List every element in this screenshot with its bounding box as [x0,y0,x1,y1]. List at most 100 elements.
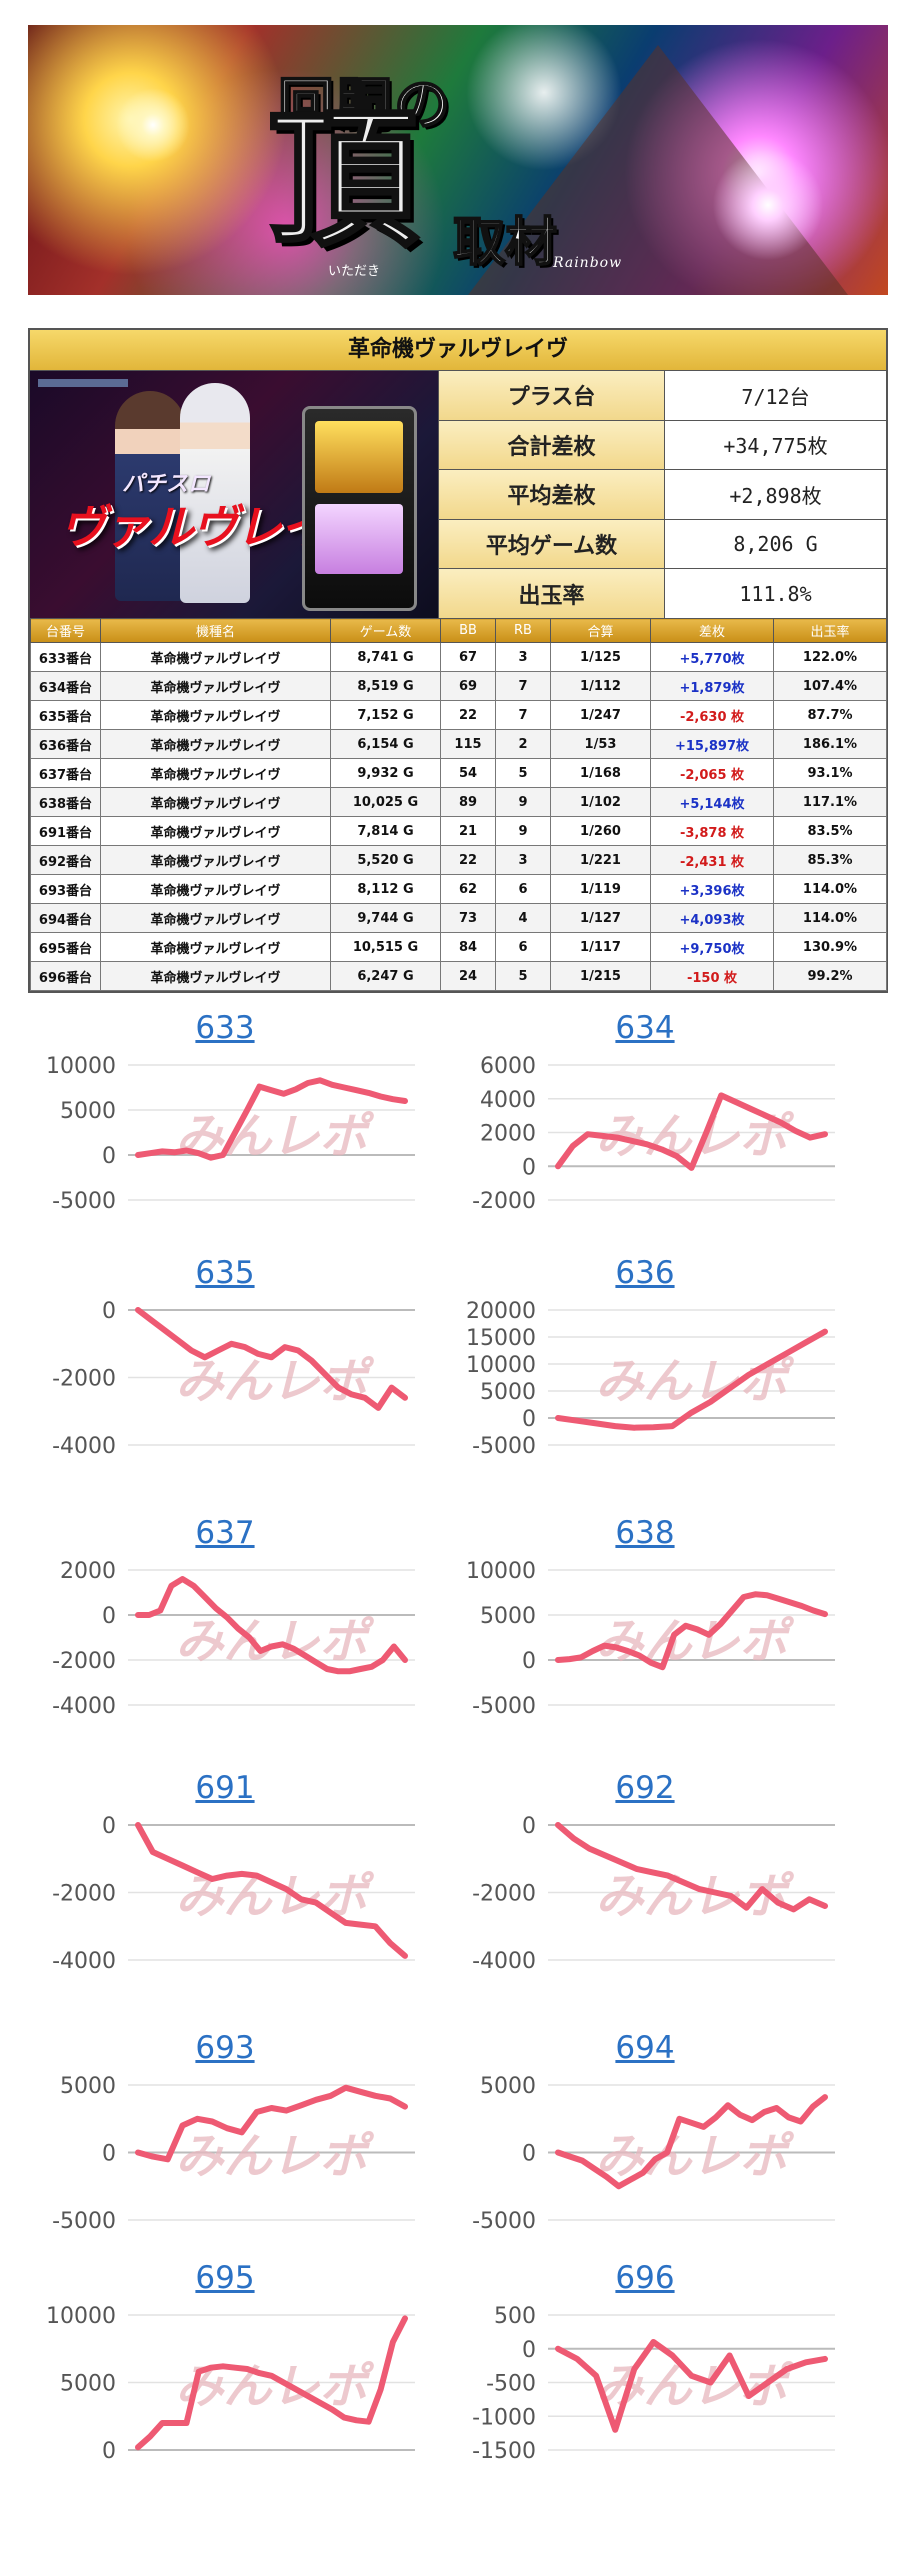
table-cell-rb: 5 [495,961,551,991]
series-line [135,1576,408,1675]
table-cell-diff: -2,431 枚 [650,845,774,875]
stat-label: 出玉率 [439,569,665,618]
table-cell-rate: 117.1% [773,787,887,817]
y-tick-label: -4000 [52,1949,116,1974]
table-cell-bb: 22 [440,700,496,730]
y-tick-label: -1500 [472,2439,536,2464]
table-cell-rate: 99.2% [773,961,887,991]
y-tick-label: 5000 [480,1380,536,1405]
series-line [555,2339,828,2433]
table-cell-name: 革命機ヴァルヴレイヴ [100,961,331,991]
banner-title-line1: 回胴の [277,71,452,139]
table-cell-total: 1/221 [550,845,651,875]
table-cell-diff: +3,396枚 [650,874,774,904]
chart-title-link[interactable]: 695 [195,2260,255,2296]
y-tick-label: 2000 [60,1559,116,1584]
chart-title-link[interactable]: 633 [195,1010,255,1046]
chart-title-link[interactable]: 696 [615,2260,675,2296]
y-tick-label: 6000 [480,1054,536,1079]
chart-machine: 638 10000 5000 0 -5000 みんレポ [440,1515,850,1765]
y-tick-label: 10000 [46,1054,116,1079]
y-tick-label: 5000 [60,2074,116,2099]
table-cell-total: 1/247 [550,700,651,730]
sparkle-icon [113,85,193,165]
y-tick-label: -500 [486,2372,536,2397]
table-cell-rate: 186.1% [773,729,887,759]
y-tick-label: -5000 [472,1694,536,1719]
y-tick-label: 0 [102,2439,116,2464]
table-cell-rb: 9 [495,787,551,817]
table-cell-diff: +4,093枚 [650,903,774,933]
series-line [555,1822,828,1913]
y-tick-label: 0 [522,1649,536,1674]
table-cell-bb: 69 [440,671,496,701]
y-tick-label: 15000 [466,1326,536,1351]
table-cell-games: 10,515 G [330,932,441,962]
table-cell-no: 636番台 [30,729,101,759]
table-cell-games: 9,932 G [330,758,441,788]
header-banner: 回胴の 頂 取材 いただき Rainbow [28,25,888,295]
table-cell-name: 革命機ヴァルヴレイヴ [100,903,331,933]
watermark-text: みんレポ [595,1354,794,1410]
table-row: 693番台 革命機ヴァルヴレイヴ 8,112 G 62 6 1/119 +3,396枚 114… [30,874,887,904]
y-tick-label: -4000 [52,1434,116,1459]
y-tick-label: -2000 [52,1882,116,1907]
y-tick-label: 5000 [60,1099,116,1124]
table-row: 638番台 革命機ヴァルヴレイヴ 10,025 G 89 9 1/102 +5,144枚 11… [30,787,887,817]
watermark-text: みんレポ [595,1614,794,1670]
y-tick-label: 10000 [46,2304,116,2329]
chart-title-link[interactable]: 637 [195,1515,255,1551]
machine-data-table: 台番号 機種名 ゲーム数 BB RB 合算 差枚 出玉率 633番台 革命機ヴァル… [30,618,887,991]
banner-rainbow: Rainbow [553,255,623,271]
watermark-text: みんレポ [175,1354,374,1410]
chart-title-link[interactable]: 638 [615,1515,675,1551]
table-cell-bb: 22 [440,845,496,875]
cabinet-screen-top [315,421,403,493]
table-cell-no: 693番台 [30,874,101,904]
chart-title-link[interactable]: 691 [195,1770,255,1806]
chart-title-link[interactable]: 634 [615,1010,675,1046]
y-tick-label: 4000 [480,1088,536,1113]
table-cell-rate: 122.0% [773,642,887,672]
table-cell-name: 革命機ヴァルヴレイヴ [100,816,331,846]
chart-title-link[interactable]: 694 [615,2030,675,2066]
series-line [135,2084,408,2163]
series-line [555,1092,828,1171]
series-line [135,1822,408,1959]
chart-title-link[interactable]: 636 [615,1255,675,1291]
line-chart: 5000 0 -5000 みんレポ [472,2074,835,2234]
table-cell-rb: 4 [495,903,551,933]
chart-title-link[interactable]: 693 [195,2030,255,2066]
line-chart: 0 -2000 -4000 みんレポ [52,1299,415,1459]
slot-cabinet-image [302,406,417,611]
y-tick-label: 0 [522,2142,536,2167]
table-cell-rate: 114.0% [773,874,887,904]
table-cell-bb: 62 [440,874,496,904]
chart-title-link[interactable]: 635 [195,1255,255,1291]
chart-title-link[interactable]: 692 [615,1770,675,1806]
column-header: 合算 [550,618,651,643]
y-tick-label: -2000 [52,1367,116,1392]
table-cell-games: 6,247 G [330,961,441,991]
column-header: BB [440,618,496,643]
y-tick-label: 0 [102,1814,116,1839]
table-row: 692番台 革命機ヴァルヴレイヴ 5,520 G 22 3 1/221 -2,431 枚 85… [30,845,887,875]
table-row: 694番台 革命機ヴァルヴレイヴ 9,744 G 73 4 1/127 +4,093枚 114… [30,903,887,933]
table-cell-no: 691番台 [30,816,101,846]
table-cell-bb: 24 [440,961,496,991]
series-line [135,2315,408,2451]
y-tick-label: -4000 [472,1949,536,1974]
column-header: 機種名 [100,618,331,643]
stat-value: +2,898枚 [729,483,822,508]
table-cell-games: 8,112 G [330,874,441,904]
stat-label: プラス台 [439,371,665,420]
chart-machine: 694 5000 0 -5000 みんレポ [440,2030,850,2280]
table-cell-diff: -150 枚 [650,961,774,991]
y-tick-label: 5000 [480,1604,536,1629]
chart-machine: 637 2000 0 -2000 -4000 みんレポ [20,1515,430,1765]
table-row: 695番台 革命機ヴァルヴレイヴ 10,515 G 84 6 1/117 +9,750枚 13… [30,932,887,962]
table-cell-total: 1/112 [550,671,651,701]
column-header: ゲーム数 [330,618,441,643]
table-cell-name: 革命機ヴァルヴレイヴ [100,932,331,962]
table-cell-total: 1/127 [550,903,651,933]
